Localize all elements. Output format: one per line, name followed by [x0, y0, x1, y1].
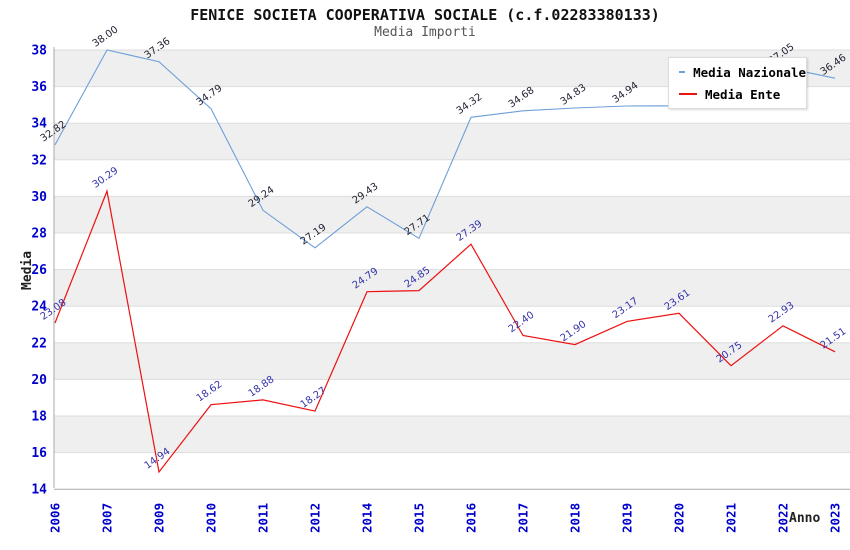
series-line-ente: [54, 188, 836, 474]
y-tick-label: 18: [31, 410, 47, 425]
x-tick-label: 2012: [308, 503, 323, 533]
x-tick-label: 2017: [516, 503, 531, 533]
x-tick-label: 2021: [724, 503, 739, 533]
plot-band: [54, 123, 850, 160]
x-tick-label: 2011: [256, 503, 271, 533]
x-tick-label: 2006: [48, 503, 63, 533]
plot-band: [54, 269, 850, 307]
chart-title: FENICE SOCIETA COOPERATIVA SOCIALE (c.f.…: [190, 6, 660, 24]
data-point-label: 18.27: [299, 385, 329, 410]
x-tick-label: 2014: [360, 503, 375, 533]
data-point-label: 18.62: [195, 379, 225, 404]
y-tick-label: 20: [31, 373, 47, 388]
x-tick-label: 2015: [412, 503, 427, 533]
data-point-label: 38.00: [91, 24, 121, 49]
y-tick-label: 14: [31, 483, 47, 498]
legend-box: Media Nazionale Media Ente: [668, 57, 807, 109]
data-point-label: 34.32: [455, 92, 485, 117]
x-tick-label: 2023: [828, 503, 843, 533]
y-tick-label: 28: [31, 227, 47, 242]
x-tick-label: 2016: [464, 503, 479, 533]
chart-subtitle: Media Importi: [374, 25, 476, 40]
plot-band: [54, 416, 850, 453]
y-axis-title: Media: [20, 250, 35, 290]
y-tick-label: 38: [31, 44, 47, 59]
legend-label-ente: Media Ente: [705, 86, 781, 102]
y-tick-label: 24: [31, 300, 47, 315]
x-tick-label: 2007: [100, 503, 115, 533]
plot-band: [54, 196, 850, 233]
plot-band: [54, 342, 850, 380]
x-tick-label: 2009: [152, 503, 167, 533]
legend-item-ente: Media Ente: [679, 87, 806, 102]
y-tick-label: 26: [31, 263, 47, 278]
y-tick-label: 32: [31, 153, 47, 168]
line-swatch-ente-icon: [679, 93, 697, 95]
x-tick-label: 2019: [620, 503, 635, 533]
legend-item-nazionale: Media Nazionale: [679, 65, 806, 80]
y-tick-label: 16: [31, 446, 47, 461]
x-tick-label: 2020: [672, 503, 687, 533]
y-tick-label: 36: [31, 80, 47, 95]
x-axis-title: Anno: [789, 511, 821, 526]
data-point-label: 30.29: [91, 165, 121, 190]
x-tick-label: 2010: [204, 503, 219, 533]
x-tick-label: 2018: [568, 503, 583, 533]
line-swatch-nazionale-icon: [679, 71, 686, 73]
legend-label-nazionale: Media Nazionale: [693, 64, 806, 80]
y-tick-label: 34: [31, 117, 47, 132]
y-tick-label: 30: [31, 190, 47, 205]
data-point-label: 34.68: [507, 85, 537, 110]
y-tick-label: 22: [31, 336, 47, 351]
x-tick-label: 2022: [776, 503, 791, 533]
